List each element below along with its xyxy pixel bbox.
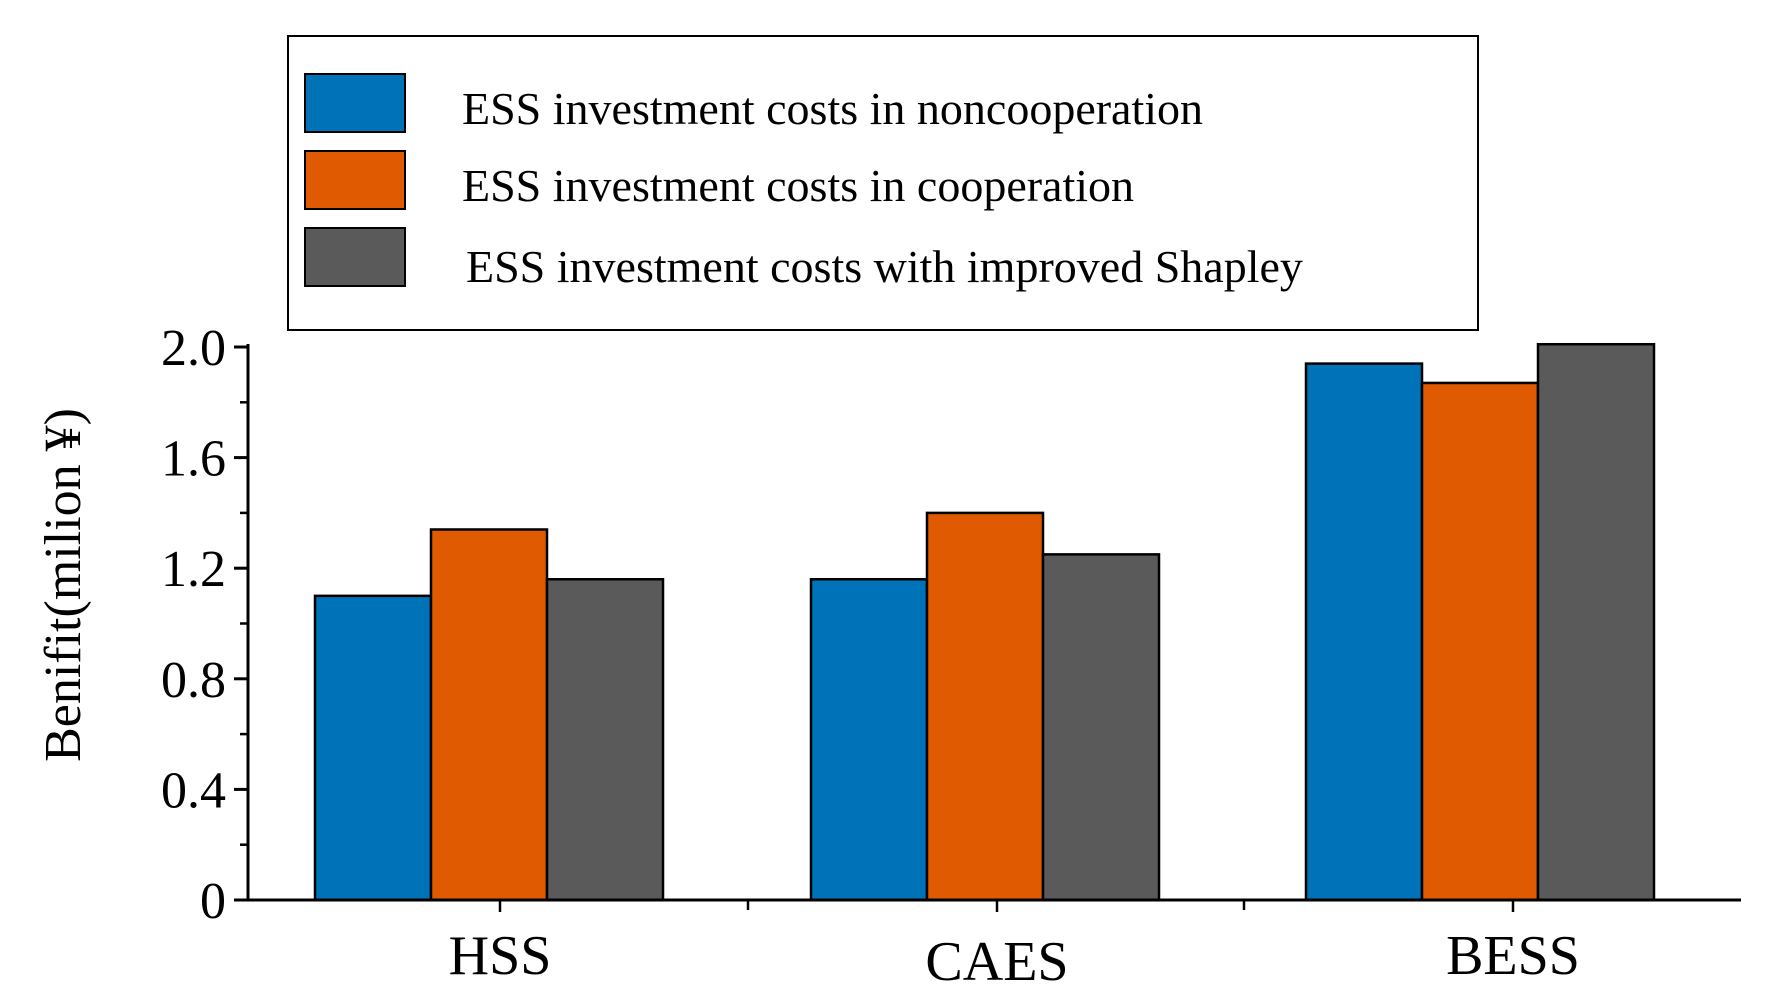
x-tick-label-bess: BESS bbox=[1446, 925, 1580, 987]
bar-bess-improved-shapley bbox=[1536, 342, 1656, 902]
axes bbox=[246, 344, 1741, 912]
bars-group bbox=[313, 342, 1656, 902]
y-tick-label: 0.4 bbox=[161, 762, 226, 819]
legend-swatch-noncooperation bbox=[304, 73, 406, 133]
bar-hss-cooperation bbox=[429, 528, 549, 902]
y-axis-title: Benifit(milion ¥) bbox=[35, 408, 92, 762]
y-tick-label: 2.0 bbox=[161, 320, 226, 377]
y-tick-label: 1.6 bbox=[161, 431, 226, 488]
bar-bess-cooperation bbox=[1420, 381, 1540, 902]
bar-hss-noncooperation bbox=[313, 594, 433, 902]
legend-label-improved-shapley: ESS investment costs with improved Shapl… bbox=[466, 241, 1303, 292]
legend: ESS investment costs in noncooperation E… bbox=[287, 35, 1479, 331]
bar-caes-improved-shapley bbox=[1041, 553, 1161, 902]
legend-label-noncooperation: ESS investment costs in noncooperation bbox=[462, 83, 1203, 134]
y-ticks: 0 0.4 0.8 1.2 1.6 2.0 bbox=[161, 320, 248, 930]
y-tick-label: 1.2 bbox=[161, 541, 226, 598]
x-tick-label-hss: HSS bbox=[449, 925, 552, 987]
legend-label-cooperation: ESS investment costs in cooperation bbox=[462, 160, 1134, 211]
bar-caes-cooperation bbox=[925, 511, 1045, 902]
bar-hss-improved-shapley bbox=[545, 578, 665, 902]
legend-swatch-improved-shapley bbox=[304, 227, 406, 287]
legend-swatch-cooperation bbox=[304, 150, 406, 210]
bar-caes-noncooperation bbox=[809, 578, 929, 902]
bar-bess-noncooperation bbox=[1304, 362, 1424, 902]
x-tick-labels: HSS CAES BESS bbox=[449, 925, 1580, 993]
y-tick-label: 0.8 bbox=[161, 652, 226, 709]
legend-frame bbox=[287, 35, 1479, 331]
x-tick-label-caes: CAES bbox=[925, 931, 1068, 993]
y-tick-label: 0 bbox=[200, 873, 226, 930]
